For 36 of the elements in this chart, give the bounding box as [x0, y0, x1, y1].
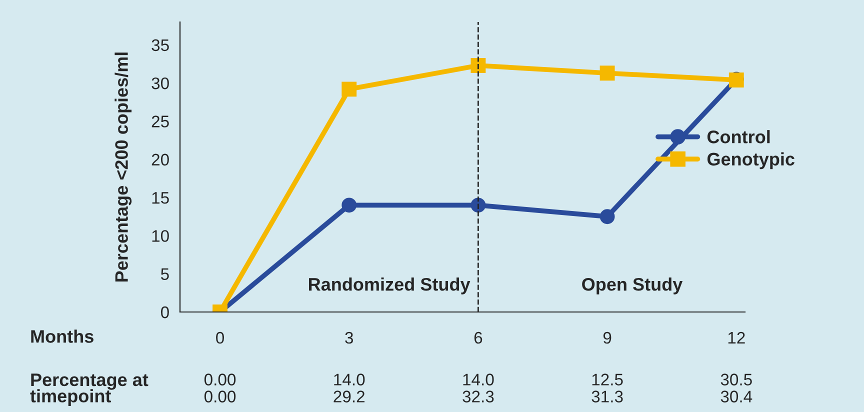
text: Percentage at timepoint	[30, 374, 148, 406]
x-axis-title: Months	[31, 330, 94, 343]
y-tick-label: 25	[152, 116, 169, 128]
text: 32.3	[462, 390, 494, 402]
y-axis-title: Percentage <200 copies/ml	[114, 52, 132, 282]
y-tick-label: 10	[152, 230, 169, 242]
legend-label: Control	[707, 130, 770, 144]
annotation: Randomized Study	[309, 277, 470, 294]
point	[342, 198, 357, 213]
point	[600, 66, 615, 81]
x-tick-label: 9	[603, 332, 612, 344]
text: 29.2	[334, 390, 364, 402]
text: 12.5	[592, 374, 623, 386]
y-tick-label: 20	[152, 154, 169, 166]
text: 30.5	[720, 374, 752, 386]
y-tick-label: 0	[160, 306, 169, 318]
annotation: Open Study	[582, 277, 683, 294]
text: 30.4	[720, 390, 752, 402]
text: 14.0	[463, 374, 494, 386]
point	[600, 209, 615, 224]
text: 14.0	[334, 374, 365, 386]
point	[342, 82, 357, 97]
x-tick-label: 3	[345, 332, 354, 344]
text: 31.3	[592, 390, 623, 402]
y-tick-label: 30	[152, 77, 169, 90]
legend-label: Genotypic	[707, 152, 794, 170]
y-tick-label: 5	[160, 268, 169, 280]
y-tick-label: 35	[152, 39, 169, 52]
text: 0.00	[204, 374, 236, 386]
y-tick-label: 15	[152, 192, 169, 204]
x-tick-label: 12	[728, 332, 745, 344]
text: 0.00	[204, 390, 236, 402]
point	[470, 198, 486, 213]
x-tick-label: 0	[216, 332, 224, 344]
x-tick-label: 6	[474, 332, 482, 344]
point	[470, 58, 486, 73]
